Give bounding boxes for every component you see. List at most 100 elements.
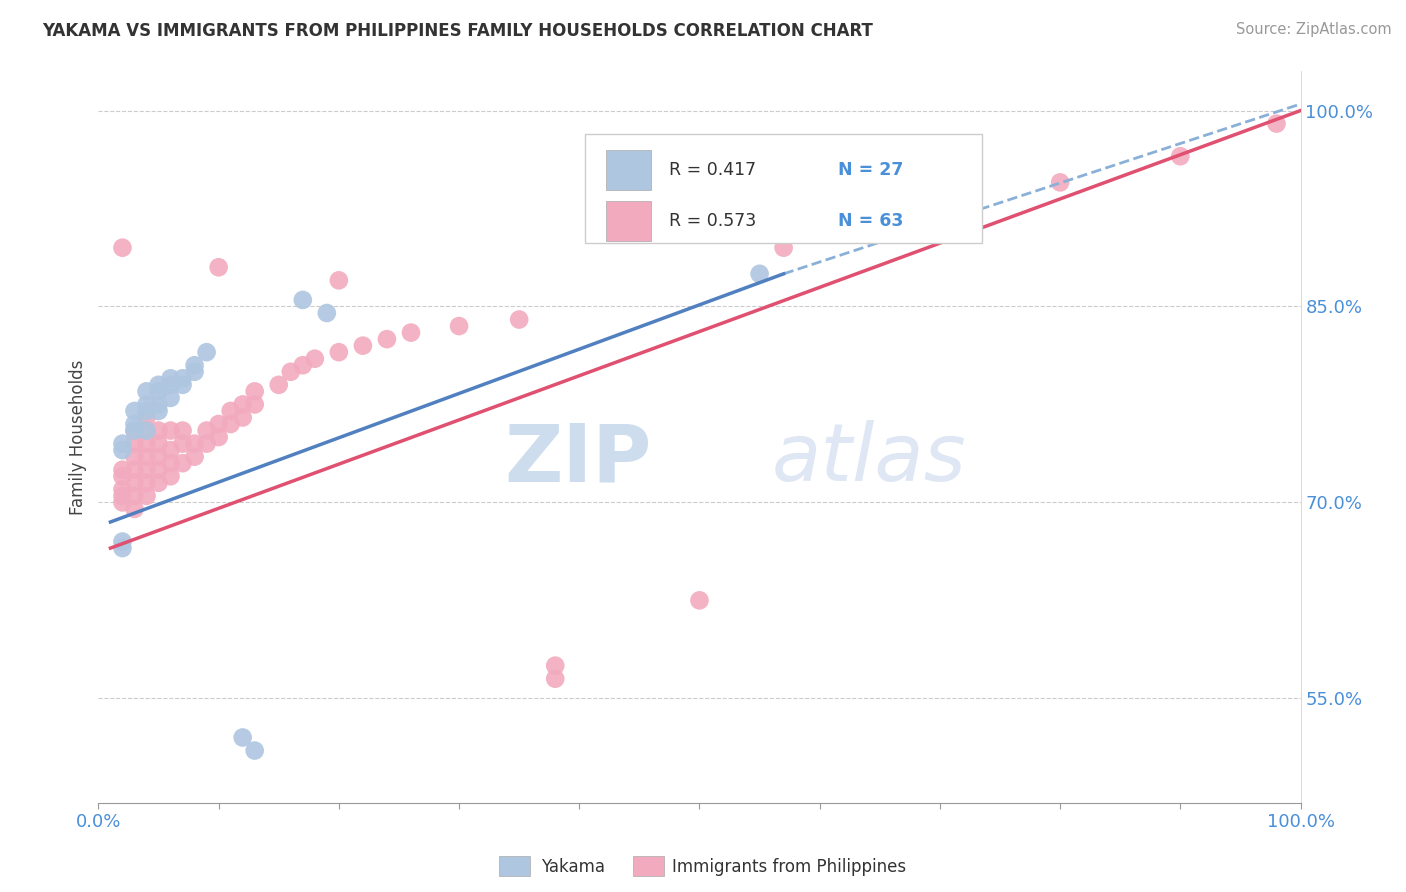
Point	[135, 436, 157, 450]
Point	[232, 397, 254, 411]
Point	[124, 424, 146, 438]
Point	[135, 450, 157, 464]
Point	[352, 339, 374, 353]
Point	[159, 377, 181, 392]
Point	[148, 404, 170, 418]
Point	[111, 443, 134, 458]
Point	[111, 436, 134, 450]
Point	[172, 371, 194, 385]
Point	[183, 365, 205, 379]
Point	[748, 267, 770, 281]
Point	[111, 469, 134, 483]
Point	[159, 443, 181, 458]
Point	[772, 241, 794, 255]
Y-axis label: Family Households: Family Households	[69, 359, 87, 515]
Point	[148, 377, 170, 392]
Bar	[606, 150, 651, 190]
Point	[159, 424, 181, 438]
Point	[111, 463, 134, 477]
Point	[399, 326, 422, 340]
Point	[328, 273, 350, 287]
Point	[135, 404, 157, 418]
Point	[148, 436, 170, 450]
FancyBboxPatch shape	[585, 134, 981, 244]
Point	[135, 397, 157, 411]
Point	[148, 463, 170, 477]
Point	[172, 377, 194, 392]
Text: Yakama: Yakama	[541, 858, 606, 876]
Point	[291, 293, 314, 307]
Point	[1049, 175, 1071, 189]
Point	[135, 410, 157, 425]
Point	[219, 404, 242, 418]
Point	[124, 475, 146, 490]
Text: N = 63: N = 63	[838, 212, 903, 230]
Text: atlas: atlas	[772, 420, 966, 498]
Point	[111, 534, 134, 549]
Point	[148, 450, 170, 464]
Point	[148, 384, 170, 399]
Text: Source: ZipAtlas.com: Source: ZipAtlas.com	[1236, 22, 1392, 37]
Point	[159, 456, 181, 470]
Point	[304, 351, 326, 366]
Point	[183, 436, 205, 450]
Point	[124, 450, 146, 464]
Point	[243, 397, 266, 411]
Point	[688, 593, 710, 607]
Point	[172, 424, 194, 438]
Point	[208, 260, 231, 275]
Point	[124, 489, 146, 503]
Point	[124, 502, 146, 516]
Point	[183, 358, 205, 372]
Point	[232, 731, 254, 745]
Point	[544, 658, 567, 673]
Point	[124, 417, 146, 431]
Point	[135, 424, 157, 438]
Point	[208, 417, 231, 431]
Point	[148, 397, 170, 411]
Point	[135, 463, 157, 477]
Point	[135, 475, 157, 490]
Point	[195, 424, 218, 438]
Point	[315, 306, 337, 320]
Point	[447, 319, 470, 334]
Point	[111, 495, 134, 509]
Point	[544, 672, 567, 686]
Bar	[606, 202, 651, 242]
Point	[124, 463, 146, 477]
Point	[172, 456, 194, 470]
Point	[195, 436, 218, 450]
Point	[135, 489, 157, 503]
Point	[159, 469, 181, 483]
Point	[904, 208, 927, 222]
Point	[195, 345, 218, 359]
Point	[375, 332, 398, 346]
Point	[243, 743, 266, 757]
Text: Immigrants from Philippines: Immigrants from Philippines	[672, 858, 907, 876]
Point	[280, 365, 302, 379]
Point	[1265, 117, 1288, 131]
Point	[291, 358, 314, 372]
Point	[328, 345, 350, 359]
Point	[172, 436, 194, 450]
Point	[183, 450, 205, 464]
Point	[159, 391, 181, 405]
Point	[124, 404, 146, 418]
Point	[135, 384, 157, 399]
Point	[124, 436, 146, 450]
Text: R = 0.573: R = 0.573	[669, 212, 756, 230]
Text: R = 0.417: R = 0.417	[669, 161, 756, 179]
Point	[219, 417, 242, 431]
Point	[508, 312, 530, 326]
Point	[148, 424, 170, 438]
Point	[232, 410, 254, 425]
Text: N = 27: N = 27	[838, 161, 903, 179]
Point	[124, 424, 146, 438]
Text: YAKAMA VS IMMIGRANTS FROM PHILIPPINES FAMILY HOUSEHOLDS CORRELATION CHART: YAKAMA VS IMMIGRANTS FROM PHILIPPINES FA…	[42, 22, 873, 40]
Point	[111, 489, 134, 503]
Text: ZIP: ZIP	[505, 420, 651, 498]
Point	[148, 475, 170, 490]
Point	[1170, 149, 1192, 163]
Point	[111, 241, 134, 255]
Point	[135, 424, 157, 438]
